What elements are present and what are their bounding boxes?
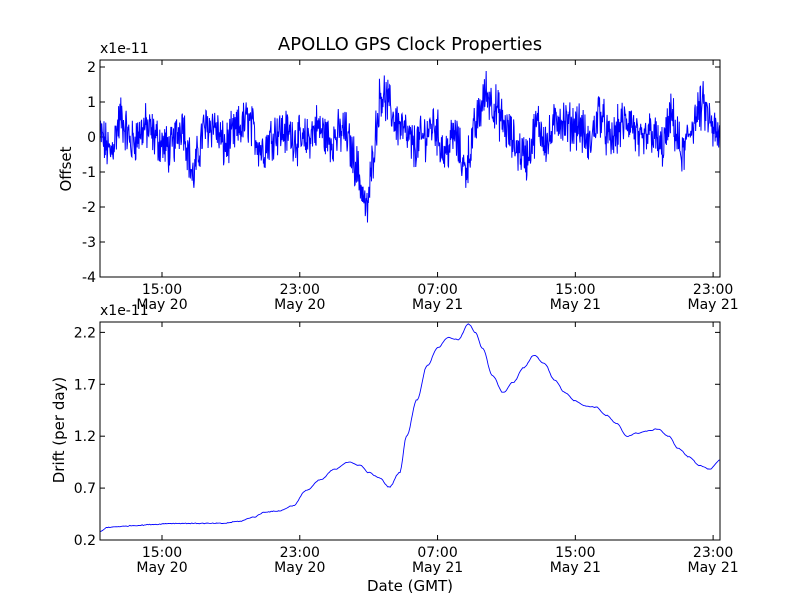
y-tick-label: 2 <box>87 60 96 76</box>
x-tick-time-label: 23:00 <box>693 282 733 298</box>
y-tick-label: 0.7 <box>74 481 96 497</box>
drift-series-line <box>99 323 721 533</box>
x-tick-time-label: 15:00 <box>555 545 595 561</box>
y-tick-label: 1.2 <box>74 429 96 445</box>
y-tick-label: 0 <box>87 130 96 146</box>
y-tick-label: 2.2 <box>74 325 96 341</box>
x-tick-time-label: 07:00 <box>417 545 457 561</box>
y-tick-label: -3 <box>82 235 96 251</box>
drift-axes-frame <box>99 321 721 541</box>
x-tick-time-label: 15:00 <box>142 545 182 561</box>
drift-panel: x1e-11 Drift (per day) Date (GMT) 2.2 1.7… <box>50 303 739 595</box>
x-tick-time-label: 15:00 <box>555 282 595 298</box>
x-tick-date-label: May 20 <box>274 560 325 576</box>
y-tick-label: 0.2 <box>74 533 96 549</box>
y-tick-label: -1 <box>82 165 96 181</box>
drift-xlabel: Date (GMT) <box>367 577 453 595</box>
x-tick-date-label: May 21 <box>550 297 601 313</box>
x-tick-date-label: May 21 <box>688 560 739 576</box>
offset-ylabel: Offset <box>57 146 75 191</box>
x-tick-date-label: May 20 <box>136 560 187 576</box>
offset-axes-frame <box>99 59 721 278</box>
x-tick-date-label: May 20 <box>274 297 325 313</box>
offset-multiplier-label: x1e-11 <box>100 41 149 57</box>
y-tick-label: 1.7 <box>74 377 96 393</box>
x-tick-time-label: 23:00 <box>280 545 320 561</box>
y-tick-label: -4 <box>82 270 96 286</box>
y-tick-label: -2 <box>82 200 96 216</box>
x-tick-time-label: 23:00 <box>280 282 320 298</box>
x-tick-date-label: May 21 <box>412 560 463 576</box>
drift-series <box>99 323 721 533</box>
y-tick-label: 1 <box>87 95 96 111</box>
offset-panel: APOLLO GPS Clock Properties x1e-11 Offse… <box>57 34 739 313</box>
x-tick-date-label: May 21 <box>412 297 463 313</box>
drift-multiplier-label: x1e-11 <box>100 303 149 319</box>
x-tick-date-label: May 21 <box>688 297 739 313</box>
offset-series-line <box>99 71 721 223</box>
x-tick-date-label: May 21 <box>550 560 601 576</box>
x-tick-time-label: 07:00 <box>417 282 457 298</box>
x-tick-time-label: 23:00 <box>693 545 733 561</box>
chart-title: APOLLO GPS Clock Properties <box>278 34 542 55</box>
x-tick-date-label: May 20 <box>136 297 187 313</box>
drift-ylabel: Drift (per day) <box>50 377 68 484</box>
offset-series <box>99 71 721 223</box>
x-tick-time-label: 15:00 <box>142 282 182 298</box>
